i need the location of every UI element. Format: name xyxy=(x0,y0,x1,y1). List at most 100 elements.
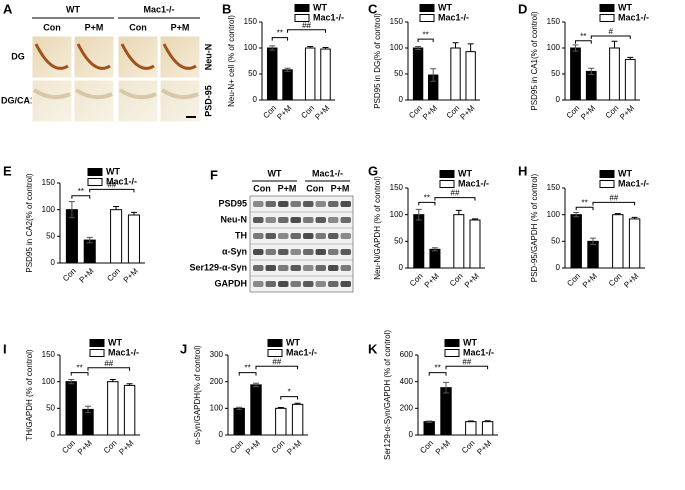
blot-row-label: Neu-N xyxy=(221,214,248,224)
significance-bracket xyxy=(89,188,135,193)
error-bar xyxy=(253,382,259,387)
x-tick-label: P+M xyxy=(275,103,293,121)
y-tick-label: 0 xyxy=(399,263,404,272)
blot-band xyxy=(290,249,301,255)
x-tick-label: Con xyxy=(565,272,582,289)
legend-label: WT xyxy=(618,2,632,12)
significance-bracket xyxy=(87,367,131,371)
error-bar xyxy=(86,236,93,244)
y-tick-label: 600 xyxy=(400,350,414,359)
y-tick-label: 50 xyxy=(394,69,403,78)
legend-label: Mac1-/- xyxy=(106,176,137,186)
blot-row-label: α-Syn xyxy=(222,246,247,256)
error-bar xyxy=(85,405,91,414)
x-tick-label: P+M xyxy=(581,271,599,289)
y-tick-label: 150 xyxy=(547,17,561,26)
significance-label: ** xyxy=(434,364,440,373)
column-label: Con xyxy=(253,183,271,193)
micrograph xyxy=(73,79,115,123)
legend-label: Mac1-/- xyxy=(313,12,344,22)
bar xyxy=(609,47,620,101)
significance-bracket xyxy=(434,197,476,201)
error-bar xyxy=(426,420,433,423)
legend-label: Mac1-/- xyxy=(108,347,139,357)
bar xyxy=(107,381,119,436)
blot-band xyxy=(340,217,351,223)
blot-band xyxy=(340,281,351,287)
micrograph xyxy=(73,35,115,79)
y-tick-label: 0 xyxy=(219,430,224,439)
y-tick-label: 0 xyxy=(51,258,56,267)
blot-band xyxy=(340,265,351,271)
blot-row-label: TH xyxy=(235,230,247,240)
blot-band xyxy=(290,233,301,239)
blot-band xyxy=(328,201,339,207)
legend-swatch xyxy=(89,339,105,347)
blot-band xyxy=(253,233,264,239)
column-label: P+M xyxy=(331,183,350,193)
bar xyxy=(282,69,293,101)
legend-label: WT xyxy=(458,168,472,178)
bar xyxy=(320,48,331,101)
micrograph xyxy=(117,79,159,123)
panel-letter: B xyxy=(222,1,231,16)
blot-band xyxy=(340,201,351,207)
stain-band xyxy=(76,43,111,70)
y-axis-label: Neu-N+ cell (% of control) xyxy=(227,15,236,107)
legend-swatch xyxy=(294,14,310,22)
row-label: DG xyxy=(11,51,25,61)
significance-bracket xyxy=(590,35,631,40)
blot-band xyxy=(340,233,351,239)
y-tick-label: 0 xyxy=(556,263,561,272)
x-tick-label: P+M xyxy=(463,271,481,289)
error-bar xyxy=(572,44,579,52)
significance-label: ** xyxy=(580,32,586,41)
y-tick-label: 300 xyxy=(210,350,224,359)
group-label: Mac1-/- xyxy=(143,4,174,14)
blot-band xyxy=(290,265,301,271)
error-bar xyxy=(452,42,459,48)
x-tick-label: P+M xyxy=(421,103,439,121)
blot-band xyxy=(265,249,276,255)
significance-label: ** xyxy=(423,30,429,39)
y-tick-label: 150 xyxy=(244,17,258,26)
bar xyxy=(440,387,452,436)
error-bar xyxy=(614,213,621,215)
y-tick-label: 50 xyxy=(46,231,55,240)
blot-band xyxy=(328,233,339,239)
blot-band xyxy=(328,217,339,223)
error-bar xyxy=(269,45,276,51)
legend-swatch xyxy=(89,349,105,357)
blot-band xyxy=(278,233,289,239)
blot-row-label: GAPDH xyxy=(214,278,247,288)
panel-letter: D xyxy=(518,1,527,16)
blot-row-label: Ser129-α-Syn xyxy=(189,262,247,272)
significance-label: ## xyxy=(302,21,311,30)
blot-band xyxy=(253,265,264,271)
legend-swatch xyxy=(419,4,435,12)
significance-label: ## xyxy=(451,189,460,198)
blot-band xyxy=(278,201,289,207)
blot-band xyxy=(303,233,314,239)
blot-band xyxy=(303,265,314,271)
bar xyxy=(570,214,582,269)
panel-letter: H xyxy=(518,163,527,178)
x-tick-label: P+M xyxy=(622,271,640,289)
x-tick-label: P+M xyxy=(285,438,303,456)
x-tick-label: Con xyxy=(565,104,582,121)
x-tick-label: Con xyxy=(408,272,425,289)
legend-swatch xyxy=(439,180,455,188)
panel-letter: C xyxy=(368,1,378,16)
blot-band xyxy=(315,249,326,255)
y-axis-label: α-Syn/GAPDH(% of control) xyxy=(193,345,202,445)
y-tick-label: 50 xyxy=(551,236,560,245)
error-bar xyxy=(277,407,284,409)
significance-bracket xyxy=(575,206,594,211)
blot-band xyxy=(315,217,326,223)
bar xyxy=(65,381,77,436)
blot-band xyxy=(265,201,276,207)
significance-bracket xyxy=(417,38,434,43)
y-tick-label: 400 xyxy=(400,377,414,386)
significance-bracket xyxy=(271,37,289,41)
y-tick-label: 150 xyxy=(390,183,404,192)
